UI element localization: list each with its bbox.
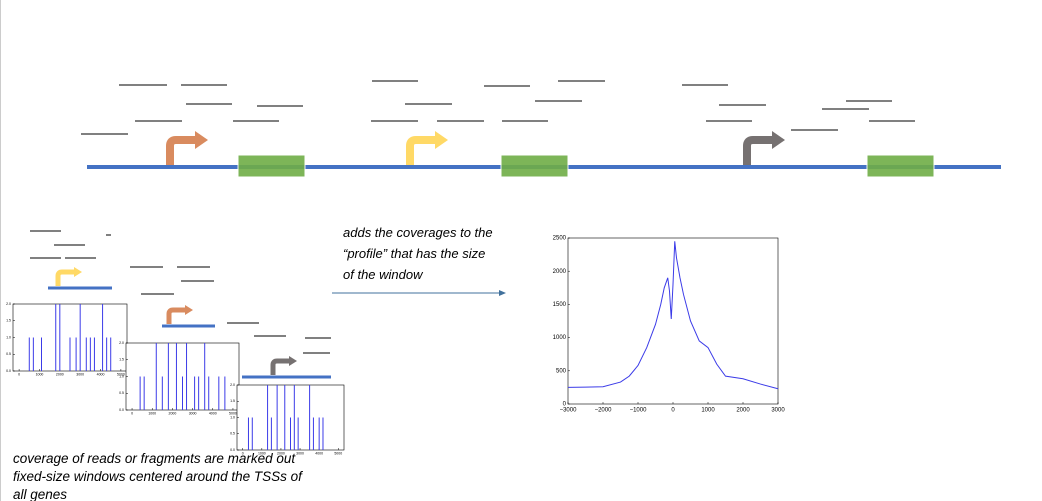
y-tick-label: 0 xyxy=(563,402,567,408)
x-tick-label: 1000 xyxy=(148,411,156,415)
y-tick-label: 1.0 xyxy=(230,415,235,419)
x-tick-label: 4000 xyxy=(209,411,217,415)
y-tick-label: 0.5 xyxy=(119,391,124,395)
genome xyxy=(48,131,1001,379)
y-tick-label: 1.0 xyxy=(119,374,124,378)
x-tick-label: 0 xyxy=(131,411,133,415)
x-tick-label: 2000 xyxy=(736,408,750,414)
y-tick-label: 1.5 xyxy=(230,399,235,403)
y-tick-label: 0.0 xyxy=(119,408,124,412)
x-tick-label: −1000 xyxy=(630,408,648,414)
x-tick-label: −2000 xyxy=(595,408,613,414)
y-tick-label: 2.0 xyxy=(230,383,235,387)
y-tick-label: 1.0 xyxy=(6,335,11,339)
x-tick-label: 5000 xyxy=(334,451,342,455)
x-tick-label: 2000 xyxy=(56,372,64,376)
y-tick-label: 0.5 xyxy=(6,352,11,356)
x-tick-label: 2000 xyxy=(277,451,285,455)
x-tick-label: 0 xyxy=(242,451,244,455)
y-tick-label: 500 xyxy=(556,368,567,374)
x-tick-label: 3000 xyxy=(296,451,304,455)
y-tick-label: 1500 xyxy=(553,302,567,308)
y-tick-label: 0.5 xyxy=(230,432,235,436)
profile-line xyxy=(567,241,779,390)
x-tick-label: 0 xyxy=(671,408,675,414)
arrow-caption: adds the coverages to the “profile” that… xyxy=(343,225,493,282)
x-tick-label: 3000 xyxy=(771,408,785,414)
x-tick-label: 1000 xyxy=(258,451,266,455)
y-tick-label: 2500 xyxy=(553,236,567,242)
y-tick-label: 2.0 xyxy=(119,341,124,345)
x-tick-label: 0 xyxy=(18,372,20,376)
x-tick-label: 4000 xyxy=(315,451,323,455)
x-tick-label: 2000 xyxy=(169,411,177,415)
x-tick-label: 1000 xyxy=(701,408,715,414)
x-tick-label: 4000 xyxy=(97,372,105,376)
y-tick-label: 0.0 xyxy=(230,448,235,452)
x-tick-label: 5000 xyxy=(117,372,125,376)
x-tick-label: 3000 xyxy=(189,411,197,415)
x-tick-label: 5000 xyxy=(229,411,237,415)
plot-frame xyxy=(567,237,779,405)
left-caption: coverage of reads or fragments are marke… xyxy=(13,451,302,501)
y-tick-label: 0.0 xyxy=(6,369,11,373)
y-tick-label: 2000 xyxy=(553,269,567,275)
x-tick-label: 1000 xyxy=(36,372,44,376)
reads xyxy=(30,80,915,354)
x-tick-label: 3000 xyxy=(76,372,84,376)
y-tick-label: 1000 xyxy=(553,335,567,341)
y-tick-label: 1.5 xyxy=(6,319,11,323)
y-tick-label: 1.5 xyxy=(119,358,124,362)
x-tick-label: −3000 xyxy=(560,408,578,414)
y-tick-label: 2.0 xyxy=(6,302,11,306)
